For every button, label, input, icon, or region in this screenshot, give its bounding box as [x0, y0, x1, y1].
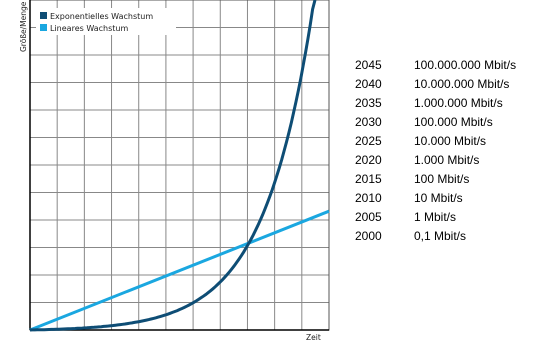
series-line-linear	[29, 209, 330, 332]
table-year: 2010	[355, 191, 382, 205]
table-row: 2000 0,1 Mbit/s	[355, 227, 516, 246]
table-value: 10.000 Mbit/s	[414, 134, 487, 148]
x-axis-label: Zeit	[306, 333, 321, 342]
table-row: 2030 100.000 Mbit/s	[355, 113, 516, 132]
legend-background	[36, 8, 176, 35]
table-value: 10.000.000 Mbit/s	[414, 77, 510, 91]
y-axis-label: Größe/Menge	[19, 1, 28, 52]
bandwidth-table: 2045 100.000.000 Mbit/s 2040 10.000.000 Mbi…	[355, 56, 516, 246]
series-line-exponential	[29, 0, 317, 332]
table-year: 2025	[355, 134, 382, 148]
table-value: 100.000 Mbit/s	[414, 115, 493, 129]
table-value: 1.000 Mbit/s	[414, 153, 480, 167]
legend-label-exponential: Exponentielles Wachstum	[50, 12, 153, 21]
table-year: 2040	[355, 77, 382, 91]
table-year: 2005	[355, 210, 382, 224]
table-value: 1.000.000 Mbit/s	[414, 96, 503, 110]
legend-label-linear: Lineares Wachstum	[50, 24, 128, 33]
legend: Exponentielles Wachstum Lineares Wachstu…	[36, 8, 176, 35]
table-row: 2015 100 Mbit/s	[355, 170, 516, 189]
table-year: 2030	[355, 115, 382, 129]
growth-chart: Exponentielles Wachstum Lineares Wachstu…	[19, 0, 330, 342]
table-value: 0,1 Mbit/s	[414, 229, 467, 243]
grid-lines	[30, 0, 329, 330]
table-row: 2010 10 Mbit/s	[355, 189, 516, 208]
table-year: 2035	[355, 96, 382, 110]
table-year: 2045	[355, 58, 382, 72]
table-row: 2040 10.000.000 Mbit/s	[355, 75, 516, 94]
table-year: 2000	[355, 229, 382, 243]
table-row: 2025 10.000 Mbit/s	[355, 132, 516, 151]
table-value: 10 Mbit/s	[414, 191, 463, 205]
table-value: 1 Mbit/s	[414, 210, 457, 224]
table-row: 2035 1.000.000 Mbit/s	[355, 94, 516, 113]
table-year: 2020	[355, 153, 382, 167]
table-row: 2045 100.000.000 Mbit/s	[355, 56, 516, 75]
table-year: 2015	[355, 172, 382, 186]
table-row: 2020 1.000 Mbit/s	[355, 151, 516, 170]
table-row: 2005 1 Mbit/s	[355, 208, 516, 227]
table-value: 100.000.000 Mbit/s	[414, 58, 517, 72]
table-value: 100 Mbit/s	[414, 172, 470, 186]
legend-swatch-linear	[40, 24, 47, 31]
legend-swatch-exponential	[40, 12, 47, 19]
